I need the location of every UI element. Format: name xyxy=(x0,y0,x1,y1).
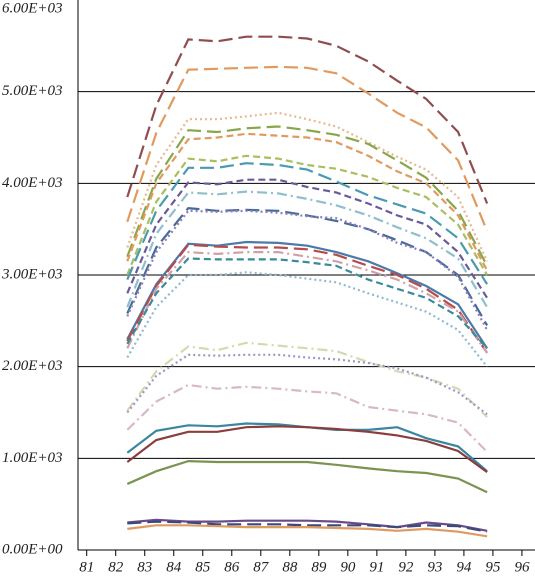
series-line xyxy=(126,250,488,354)
y-tick-label: 6.00E+03 xyxy=(2,0,63,16)
x-tick-label: 83 xyxy=(137,559,152,575)
x-tick-label: 88 xyxy=(282,559,298,575)
x-tick-label: 81 xyxy=(79,559,94,575)
series-line xyxy=(126,257,488,350)
series-line xyxy=(126,178,489,299)
series-line xyxy=(126,383,488,453)
series-line xyxy=(126,132,489,271)
series-line xyxy=(127,524,488,538)
x-tick-label: 85 xyxy=(195,559,211,575)
x-tick-label: 91 xyxy=(369,559,384,575)
x-tick-label: 82 xyxy=(108,559,124,575)
series-line xyxy=(126,341,488,418)
series-line xyxy=(126,162,489,285)
y-tick-label: 2.00E+03 xyxy=(2,358,63,374)
series-line xyxy=(127,520,488,533)
x-tick-label: 86 xyxy=(224,559,240,575)
series-line xyxy=(126,459,488,494)
x-tick-label: 92 xyxy=(398,559,414,575)
y-tick-label: 5.00E+03 xyxy=(2,83,63,99)
x-tick-label: 95 xyxy=(485,559,501,575)
x-tick-label: 96 xyxy=(514,559,530,575)
y-tick-label: 1.00E+03 xyxy=(2,450,63,466)
x-tick-label: 89 xyxy=(311,559,327,575)
x-tick-label: 93 xyxy=(427,559,442,575)
x-tick-label: 94 xyxy=(456,559,472,575)
series-line xyxy=(126,209,489,331)
x-tick-label: 84 xyxy=(166,559,182,575)
y-tick-label: 3.00E+03 xyxy=(1,266,63,282)
x-tick-label: 90 xyxy=(340,559,356,575)
series-line xyxy=(126,125,489,267)
y-tick-label: 0.00E+00 xyxy=(2,541,63,557)
series-line xyxy=(126,240,489,349)
series-line xyxy=(126,243,489,354)
series-line xyxy=(126,271,488,368)
series-line xyxy=(126,425,488,473)
x-tick-label: 87 xyxy=(253,559,270,575)
series-line xyxy=(126,154,489,276)
y-tick-label: 4.00E+03 xyxy=(2,175,63,191)
series-line xyxy=(126,35,489,204)
series-line xyxy=(126,65,489,232)
series-line xyxy=(126,353,488,416)
